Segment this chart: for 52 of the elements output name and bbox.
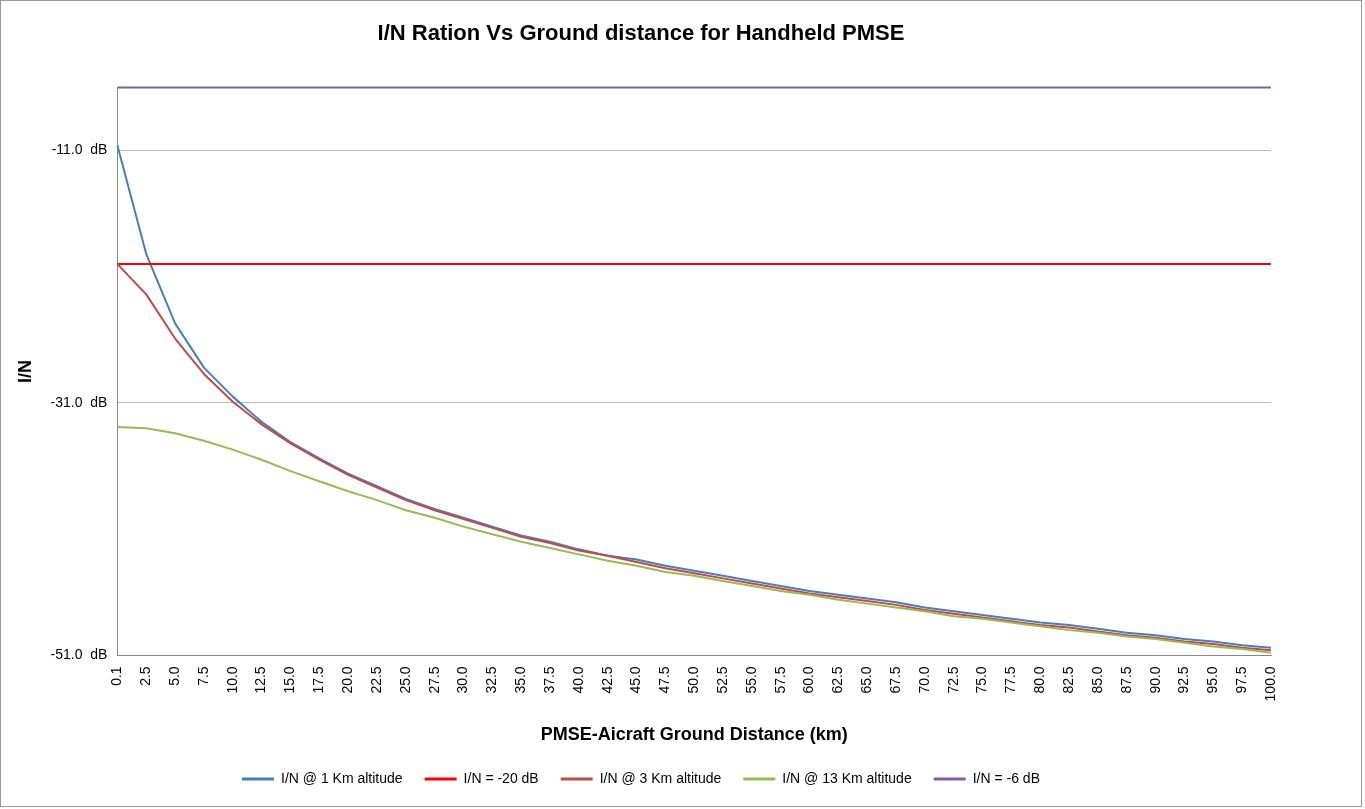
- x-tick-label: 52.5: [713, 666, 730, 694]
- x-tick-label: 82.5: [1059, 666, 1076, 694]
- x-tick-label: 25.0: [396, 666, 413, 694]
- x-tick-label: 85.0: [1088, 666, 1105, 694]
- x-axis-title: PMSE-Aicraft Ground Distance (km): [540, 724, 848, 745]
- x-tick-label: 70.0: [915, 666, 932, 694]
- legend-label: I/N @ 13 Km altitude: [782, 769, 912, 786]
- x-tick-label: 40.0: [569, 666, 586, 694]
- x-tick-label: 60.0: [800, 666, 817, 694]
- x-tick-label: 0.1: [108, 666, 125, 686]
- legend-label: I/N = -20 dB: [463, 769, 539, 786]
- x-tick-label: 45.0: [627, 666, 644, 694]
- x-tick-label: 50.0: [685, 666, 702, 694]
- x-tick-label: 80.0: [1031, 666, 1048, 694]
- legend-label: I/N = -6 dB: [972, 769, 1040, 786]
- x-tick-label: 10.0: [223, 666, 240, 694]
- x-tick-label: 32.5: [483, 666, 500, 694]
- x-tick-label: 5.0: [165, 666, 182, 686]
- x-tick-label: 67.5: [886, 666, 903, 694]
- x-tick-label: 92.5: [1175, 666, 1192, 694]
- y-axis-title: I/N: [14, 359, 35, 383]
- chart-title: I/N Ration Vs Ground distance for Handheld PMSE: [377, 20, 905, 46]
- x-tick-label: 62.5: [829, 666, 846, 694]
- x-tick-label: 2.5: [137, 666, 154, 686]
- x-tick-label: 15.0: [281, 666, 298, 694]
- x-tick-label: 72.5: [944, 666, 961, 694]
- x-tick-label: 27.5: [425, 666, 442, 694]
- y-tick-label: -51.0 dB: [50, 646, 108, 663]
- x-tick-label: 57.5: [771, 666, 788, 694]
- x-tick-label: 20.0: [338, 666, 355, 694]
- y-tick-label: -11.0 dB: [51, 141, 108, 158]
- x-tick-label: 97.5: [1233, 666, 1250, 694]
- x-tick-label: 95.0: [1204, 666, 1221, 694]
- x-tick-label: 77.5: [1002, 666, 1019, 694]
- y-tick-label: -31.0 dB: [50, 393, 108, 410]
- x-tick-label: 22.5: [367, 666, 384, 694]
- x-tick-label: 30.0: [454, 666, 471, 694]
- x-tick-label: 37.5: [540, 666, 557, 694]
- x-tick-label: 65.0: [858, 666, 875, 694]
- x-tick-label: 75.0: [973, 666, 990, 694]
- x-tick-label: 87.5: [1117, 666, 1134, 694]
- x-tick-label: 17.5: [310, 666, 327, 694]
- legend-label: I/N @ 3 Km altitude: [599, 769, 722, 786]
- x-tick-label: 12.5: [252, 666, 269, 694]
- x-tick-label: 55.0: [742, 666, 759, 694]
- x-tick-label: 47.5: [656, 666, 673, 694]
- x-tick-label: 100.0: [1261, 666, 1278, 702]
- legend-label: I/N @ 1 Km altitude: [281, 769, 403, 786]
- x-tick-label: 42.5: [598, 666, 615, 694]
- x-tick-label: 7.5: [194, 666, 211, 686]
- x-tick-label: 90.0: [1146, 666, 1163, 694]
- x-tick-label: 35.0: [512, 666, 529, 694]
